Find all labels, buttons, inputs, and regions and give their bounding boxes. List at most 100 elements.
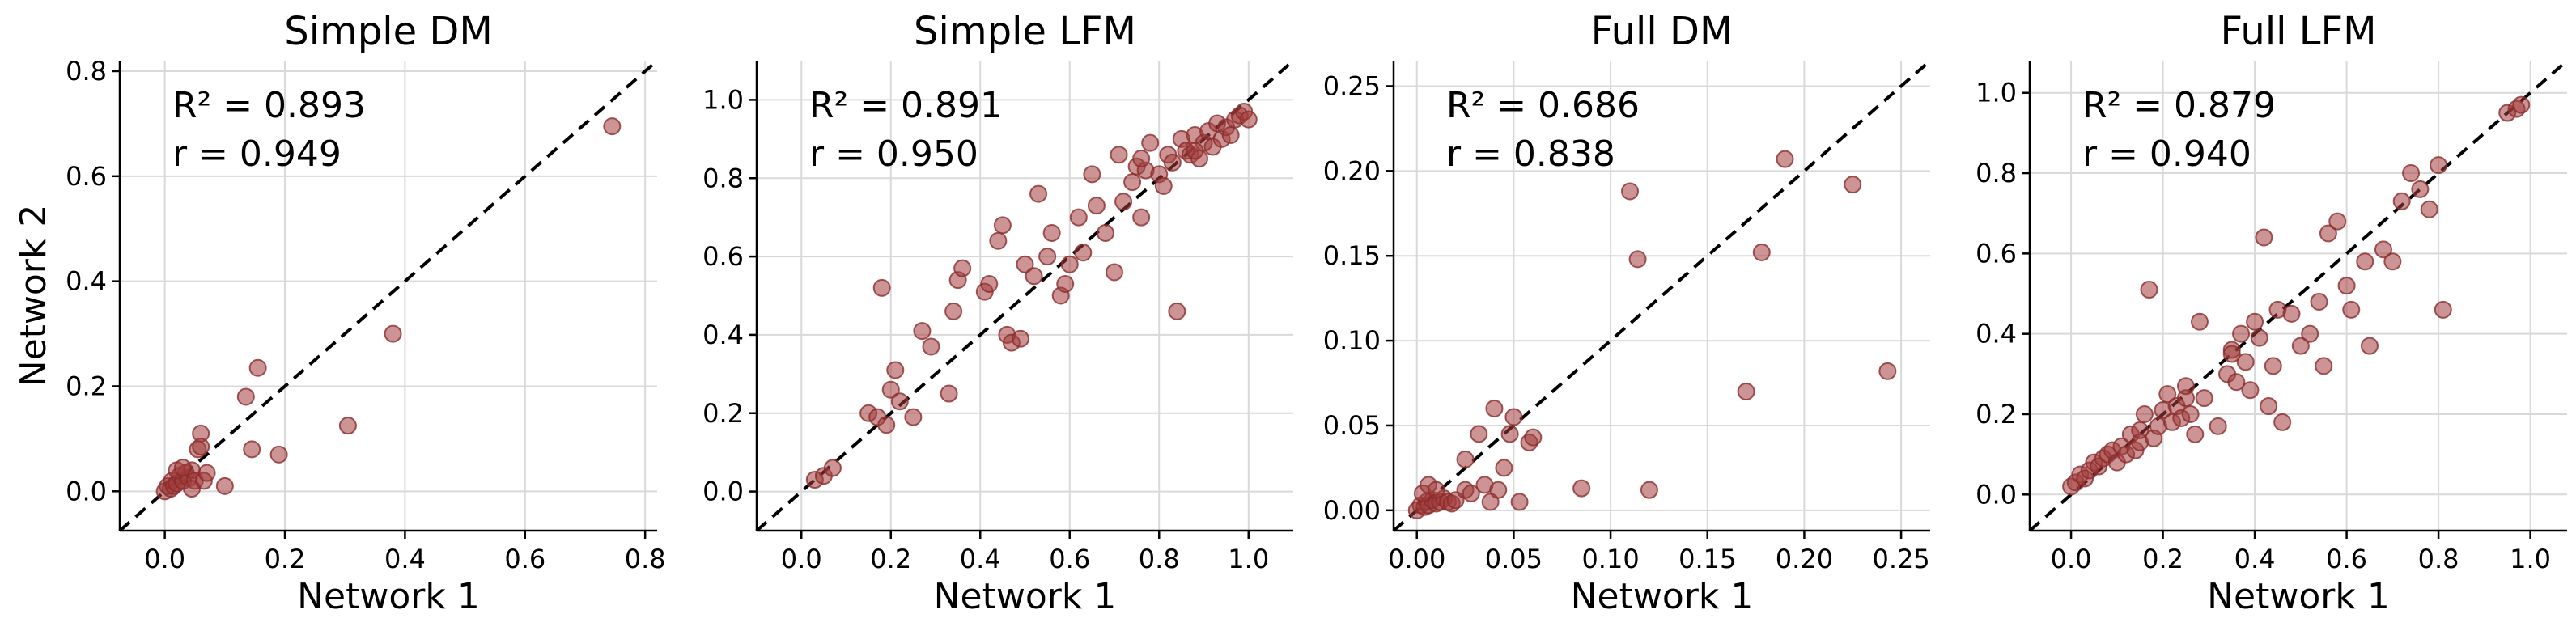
data-point (183, 480, 202, 498)
data-point (904, 408, 923, 426)
x-tick-label: 0.6 (504, 544, 545, 574)
data-point (2328, 212, 2347, 231)
data-point (2135, 404, 2154, 423)
data-point (1114, 193, 1133, 211)
data-point (2360, 337, 2379, 355)
y-tick-label: 0.10 (1323, 325, 1381, 356)
data-point (2190, 312, 2209, 331)
data-point (1752, 244, 1771, 262)
data-point (603, 117, 622, 136)
y-tick-label: 1.0 (1975, 78, 2017, 108)
data-point (236, 387, 255, 406)
data-point (1038, 248, 1057, 266)
data-point (2319, 224, 2337, 243)
data-point (1042, 224, 1061, 243)
data-point (1456, 450, 1475, 468)
data-point (2131, 421, 2149, 439)
data-point (1168, 302, 1186, 320)
chart-panel-1: 0.0 0.2 0.4 0.6 0.8 0.0 0.2 0.4 0.6 0.8 Simple DM N… (13, 9, 666, 617)
data-point (1132, 150, 1151, 168)
data-point (877, 416, 896, 434)
chart-panel-4: 0.0 0.2 0.4 0.6 0.8 1.0 0.0 0.2 0.4 0.6 0.8 1.0 Full… (1975, 9, 2569, 617)
chart-title: Full LFM (2220, 9, 2376, 54)
data-point (2301, 324, 2319, 343)
data-point (1029, 184, 1048, 203)
data-point (1427, 481, 1445, 499)
x-axis-label: Network 1 (934, 576, 1117, 617)
identity-line (1392, 59, 1932, 532)
correlation-annotation: r = 0.950 (809, 133, 978, 175)
y-tick-label: 0.6 (1975, 238, 2017, 269)
correlation-annotation: r = 0.940 (2082, 133, 2251, 175)
data-point (1221, 125, 1240, 144)
data-point (1489, 481, 1508, 499)
x-tick-label: 0.05 (1485, 544, 1543, 574)
data-point (2236, 353, 2255, 371)
y-tick-label: 0.8 (1975, 158, 2017, 188)
data-point (2342, 300, 2361, 319)
data-point (1500, 425, 1519, 443)
r-squared-annotation: R² = 0.686 (1446, 85, 1640, 126)
data-point (2273, 413, 2292, 431)
data-point (2392, 192, 2411, 210)
data-point (1123, 173, 1142, 192)
y-tick-label: 0.6 (702, 241, 744, 272)
y-tick-label: 0.8 (66, 56, 107, 87)
x-tick-label: 1.0 (1228, 544, 1269, 574)
data-point (2356, 252, 2374, 271)
data-point (872, 278, 891, 297)
y-tick-label: 0.2 (702, 398, 744, 429)
y-tick-label: 0.05 (1323, 410, 1381, 441)
data-point (2246, 312, 2264, 331)
data-point (248, 358, 267, 377)
data-point (953, 259, 972, 277)
data-point (2250, 328, 2268, 347)
identity-line (118, 59, 659, 532)
data-point (1141, 133, 1160, 152)
data-point (2140, 281, 2158, 299)
r-squared-annotation: R² = 0.891 (809, 85, 1003, 126)
x-tick-label: 0.8 (625, 544, 666, 574)
identity-line (2028, 59, 2569, 532)
x-tick-label: 0.2 (870, 544, 911, 574)
data-point (1640, 481, 1658, 499)
x-tick-label: 0.2 (2142, 544, 2183, 574)
data-point (2209, 417, 2227, 435)
data-point (1485, 399, 1504, 417)
data-point (1110, 146, 1128, 164)
data-point (1495, 459, 1513, 477)
x-tick-label: 0.25 (1872, 544, 1929, 574)
chart-panel-3: 0.00 0.05 0.10 0.15 0.20 0.25 0.00 0.05 0.10 0.15… (1323, 9, 1932, 617)
data-point (243, 440, 261, 459)
x-tick-label: 0.8 (1139, 544, 1180, 574)
data-point (1776, 150, 1794, 168)
x-tick-label: 0.0 (144, 544, 185, 574)
data-point (2264, 357, 2282, 375)
correlation-annotation: r = 0.838 (1446, 133, 1615, 175)
data-point (1163, 153, 1182, 172)
data-point (197, 464, 216, 482)
data-point (2411, 180, 2430, 198)
data-point (1069, 208, 1088, 227)
y-tick-label: 0.20 (1323, 155, 1381, 186)
x-tick-label: 0.10 (1581, 544, 1639, 574)
data-point (890, 392, 909, 411)
x-tick-label: 1.0 (2510, 544, 2551, 574)
data-point (1132, 208, 1151, 227)
data-point (1154, 176, 1173, 195)
data-point (989, 231, 1008, 250)
x-tick-label: 0.20 (1776, 544, 1833, 574)
data-point (2260, 397, 2278, 416)
data-point (2195, 389, 2213, 408)
data-point (173, 459, 192, 477)
r-squared-annotation: R² = 0.893 (172, 85, 366, 126)
data-point (2310, 292, 2328, 311)
y-tick-label: 0.6 (66, 161, 107, 192)
x-axis-label: Network 1 (2207, 576, 2390, 617)
data-point (215, 476, 234, 495)
chart-title: Simple DM (284, 9, 493, 54)
data-point (2512, 95, 2531, 114)
data-point (2337, 277, 2356, 295)
data-point (1025, 267, 1043, 286)
data-point (1462, 484, 1480, 502)
